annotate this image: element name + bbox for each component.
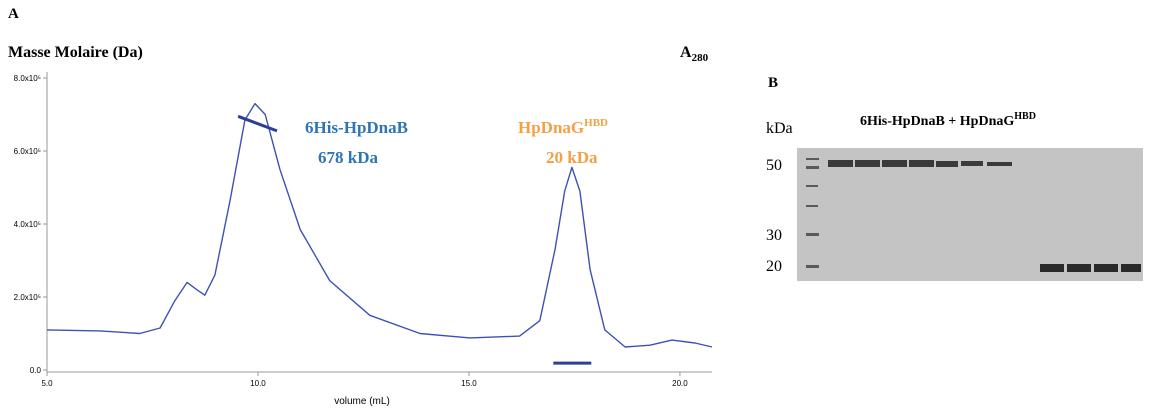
y-tick-label: 6.0x10⁵: [14, 147, 41, 156]
gel-unit: kDa: [766, 120, 793, 137]
molar-mass-line: [237, 114, 592, 365]
x-tick-label: 20.0: [672, 379, 688, 388]
bands-lower: [1040, 264, 1141, 272]
panel-label: A: [8, 6, 19, 22]
bands-upper: [828, 160, 1012, 167]
x-axis-title: volume (mL): [334, 396, 390, 407]
gel-background: [797, 148, 1143, 281]
gel-title-text: 6His-HpDnaB + HpDnaG: [860, 114, 1014, 129]
y-tick-label: 2.0x10⁵: [14, 293, 41, 302]
y-tick-label: 8.0x10⁵: [14, 74, 41, 83]
x-tick-label: 10.0: [250, 379, 266, 388]
annotation: 6His-HpDnaB: [305, 118, 408, 137]
gel-title-sup: HBD: [1014, 111, 1036, 122]
y-tick-label: 4.0x10⁵: [14, 220, 41, 229]
absorbance-line: [46, 102, 713, 348]
y2-axis-title-sub: 280: [692, 52, 709, 64]
panel-label: B: [768, 75, 778, 91]
x-tick-label: 15.0: [461, 379, 477, 388]
annotation-sup: HBD: [584, 117, 608, 129]
x-tick-label: 5.0: [41, 379, 53, 388]
annotation: 20 kDa: [546, 148, 598, 167]
marker-label: 20: [766, 258, 782, 275]
annotation-text: HpDnaG: [518, 118, 584, 137]
y-axis-title: Masse Molaire (Da): [8, 44, 143, 61]
ladder: [806, 158, 819, 268]
annotation: HpDnaGHBD: [518, 117, 608, 137]
gel-title: 6His-HpDnaB + HpDnaGHBD: [860, 111, 1036, 129]
annotation: 678 kDa: [318, 148, 378, 167]
gel: [797, 148, 1143, 281]
marker-label: 30: [766, 227, 782, 244]
marker-label: 50: [766, 157, 782, 174]
y2-axis-title-main: A: [680, 44, 692, 61]
y-tick-label: 0.0: [30, 366, 42, 375]
y2-axis-title: A280: [680, 44, 709, 64]
